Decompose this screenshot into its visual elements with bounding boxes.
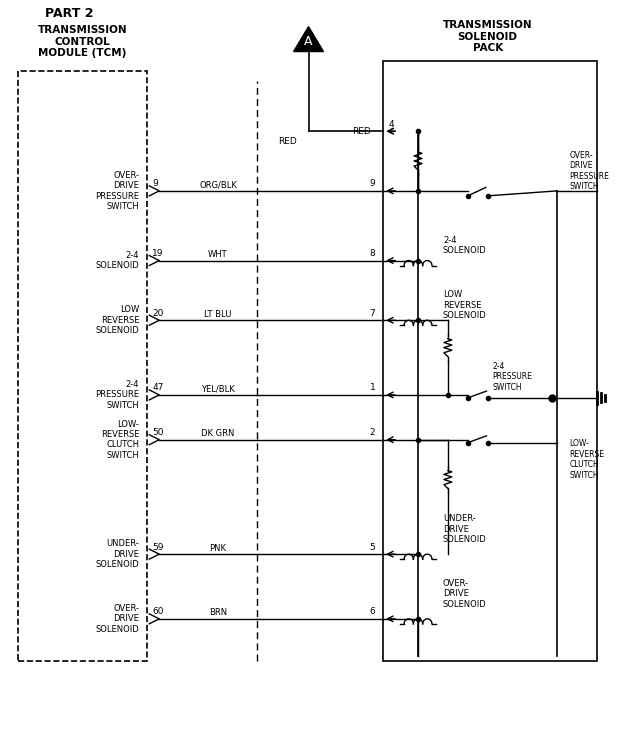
- Text: LOW-
REVERSE
CLUTCH
SWITCH: LOW- REVERSE CLUTCH SWITCH: [569, 440, 604, 480]
- Text: OVER-
DRIVE
PRESSURE
SWITCH: OVER- DRIVE PRESSURE SWITCH: [95, 171, 139, 211]
- Text: 1: 1: [370, 383, 375, 392]
- Polygon shape: [294, 27, 323, 52]
- Text: TRANSMISSION
CONTROL
MODULE (TCM): TRANSMISSION CONTROL MODULE (TCM): [38, 25, 127, 58]
- Text: WHT: WHT: [208, 250, 228, 259]
- Text: 6: 6: [370, 608, 375, 616]
- Text: 5: 5: [370, 543, 375, 552]
- Text: 2-4
PRESSURE
SWITCH: 2-4 PRESSURE SWITCH: [493, 362, 533, 392]
- Text: ORG/BLK: ORG/BLK: [199, 181, 237, 190]
- Text: UNDER-
DRIVE
SOLENOID: UNDER- DRIVE SOLENOID: [443, 514, 486, 544]
- Bar: [18, 71, 147, 661]
- Text: PART 2: PART 2: [44, 8, 93, 20]
- Text: 9: 9: [370, 179, 375, 188]
- Text: RED: RED: [278, 136, 297, 146]
- Text: 2-4
SOLENOID: 2-4 SOLENOID: [96, 251, 139, 270]
- Text: UNDER-
DRIVE
SOLENOID: UNDER- DRIVE SOLENOID: [96, 539, 139, 569]
- Bar: [383, 62, 597, 661]
- Text: 20: 20: [152, 309, 164, 318]
- Text: 2: 2: [370, 428, 375, 437]
- Text: 2-4
SOLENOID: 2-4 SOLENOID: [443, 236, 486, 255]
- Text: 9: 9: [152, 179, 158, 188]
- Text: 7: 7: [370, 309, 375, 318]
- Text: 50: 50: [152, 428, 164, 437]
- Text: 4: 4: [388, 120, 394, 129]
- Text: 47: 47: [152, 383, 164, 392]
- Text: LOW
REVERSE
SOLENOID: LOW REVERSE SOLENOID: [443, 290, 486, 320]
- Text: PNK: PNK: [210, 544, 226, 553]
- Text: OVER-
DRIVE
PRESSURE
SWITCH: OVER- DRIVE PRESSURE SWITCH: [569, 151, 609, 191]
- Text: 59: 59: [152, 543, 164, 552]
- Text: RED: RED: [352, 127, 371, 136]
- Text: LT BLU: LT BLU: [205, 310, 232, 319]
- Text: A: A: [304, 35, 313, 48]
- Text: 19: 19: [152, 249, 164, 258]
- Text: 8: 8: [370, 249, 375, 258]
- Text: OVER-
DRIVE
SOLENOID: OVER- DRIVE SOLENOID: [443, 579, 486, 609]
- Text: 2-4
PRESSURE
SWITCH: 2-4 PRESSURE SWITCH: [95, 380, 139, 410]
- Text: BRN: BRN: [209, 608, 227, 617]
- Text: DK GRN: DK GRN: [201, 429, 235, 438]
- Text: OVER-
DRIVE
SOLENOID: OVER- DRIVE SOLENOID: [96, 604, 139, 634]
- Text: LOW-
REVERSE
CLUTCH
SWITCH: LOW- REVERSE CLUTCH SWITCH: [101, 419, 139, 460]
- Text: LOW
REVERSE
SOLENOID: LOW REVERSE SOLENOID: [96, 305, 139, 335]
- Text: YEL/BLK: YEL/BLK: [201, 385, 235, 394]
- Text: 60: 60: [152, 608, 164, 616]
- Text: TRANSMISSION
SOLENOID
PACK: TRANSMISSION SOLENOID PACK: [443, 20, 533, 53]
